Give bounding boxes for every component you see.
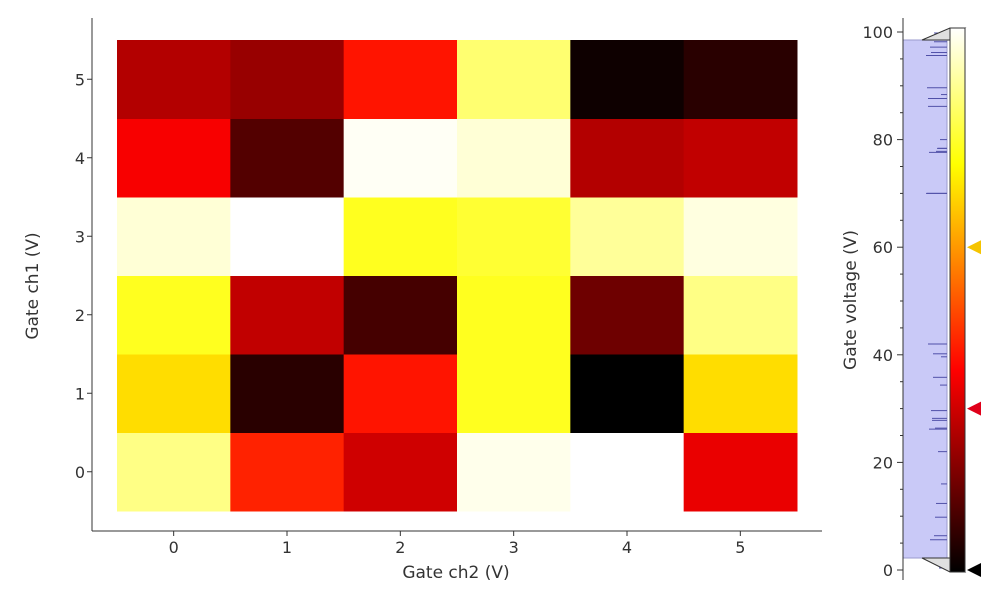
colorbar-tick-label: 80 bbox=[873, 131, 893, 150]
colorbar-markers bbox=[967, 240, 981, 577]
colorbar-tick-label: 20 bbox=[873, 453, 893, 472]
y-tick-labels: 0 1 2 3 4 5 bbox=[75, 70, 85, 482]
heatmap-cell bbox=[570, 354, 685, 433]
x-tick-label: 2 bbox=[395, 538, 405, 557]
heatmap-cell bbox=[230, 40, 345, 119]
heatmap-cell bbox=[117, 275, 231, 355]
heatmap-cell bbox=[343, 118, 458, 198]
colorbar-tick-label: 100 bbox=[862, 23, 893, 42]
y-tick-label: 1 bbox=[75, 384, 85, 403]
heatmap-cell bbox=[117, 432, 231, 512]
heatmap-cell bbox=[343, 432, 458, 512]
heatmap-cell bbox=[683, 354, 798, 433]
colorbar-marker[interactable] bbox=[967, 563, 981, 577]
x-tick-label: 4 bbox=[622, 538, 632, 557]
heatmap-cell bbox=[683, 432, 798, 512]
heatmap-cell bbox=[457, 432, 571, 512]
heatmap-cell bbox=[570, 197, 685, 276]
y-tick-label: 3 bbox=[75, 227, 85, 246]
colorbar-title: Gate voltage (V) bbox=[841, 230, 861, 370]
heatmap-cell bbox=[117, 118, 231, 198]
colorbar: 0 20 40 60 80 100 Gate voltage (V) bbox=[841, 18, 981, 580]
heatmap-cell bbox=[570, 432, 685, 512]
heatmap-cell bbox=[683, 40, 798, 119]
heatmap-cell bbox=[343, 40, 458, 119]
colorbar-marker[interactable] bbox=[967, 401, 981, 416]
heatmap-cell bbox=[343, 354, 458, 433]
colorbar-gradient bbox=[949, 27, 966, 573]
heatmap-cell bbox=[683, 275, 798, 355]
colorbar-tick-labels: 0 20 40 60 80 100 bbox=[862, 23, 903, 580]
colorbar-marker[interactable] bbox=[967, 240, 981, 255]
heatmap-cell bbox=[457, 354, 571, 433]
x-tick-label: 0 bbox=[169, 538, 179, 557]
heatmap-axes bbox=[87, 18, 822, 536]
heatmap-cell bbox=[457, 40, 571, 119]
x-tick-label: 3 bbox=[509, 538, 519, 557]
y-tick-label: 5 bbox=[75, 70, 85, 89]
heatmap-cell bbox=[570, 40, 685, 119]
heatmap-cell bbox=[343, 275, 458, 355]
x-axis-title: Gate ch2 (V) bbox=[402, 563, 509, 583]
heatmap-cell bbox=[457, 275, 571, 355]
y-tick-label: 2 bbox=[75, 306, 85, 325]
colorbar-histogram bbox=[902, 39, 948, 559]
heatmap-cell bbox=[230, 432, 345, 512]
heatmap-cell bbox=[117, 197, 231, 276]
colorbar-tick-label: 0 bbox=[883, 561, 893, 580]
heatmap-cell bbox=[570, 275, 685, 355]
x-tick-label: 1 bbox=[282, 538, 292, 557]
heatmap-cell bbox=[117, 40, 231, 119]
y-axis-title: Gate ch1 (V) bbox=[23, 232, 43, 339]
heatmap-cells bbox=[117, 40, 798, 512]
heatmap-cell bbox=[457, 197, 571, 276]
heatmap-cell bbox=[230, 354, 345, 433]
x-tick-label: 5 bbox=[735, 538, 745, 557]
heatmap-cell bbox=[683, 197, 798, 276]
y-tick-label: 0 bbox=[75, 463, 85, 482]
heatmap-cell bbox=[230, 118, 345, 198]
colorbar-tick-label: 60 bbox=[873, 238, 893, 257]
heatmap-cell bbox=[230, 197, 345, 276]
y-tick-label: 4 bbox=[75, 149, 85, 168]
x-tick-labels: 0 1 2 3 4 5 bbox=[169, 538, 746, 557]
colorbar-tick-label: 40 bbox=[873, 346, 893, 365]
heatmap-cell bbox=[457, 118, 571, 198]
heatmap-cell bbox=[230, 275, 345, 355]
heatmap-cell bbox=[683, 118, 798, 198]
heatmap-cell bbox=[117, 354, 231, 433]
heatmap-cell bbox=[343, 197, 458, 276]
heatmap-cell bbox=[570, 118, 685, 198]
